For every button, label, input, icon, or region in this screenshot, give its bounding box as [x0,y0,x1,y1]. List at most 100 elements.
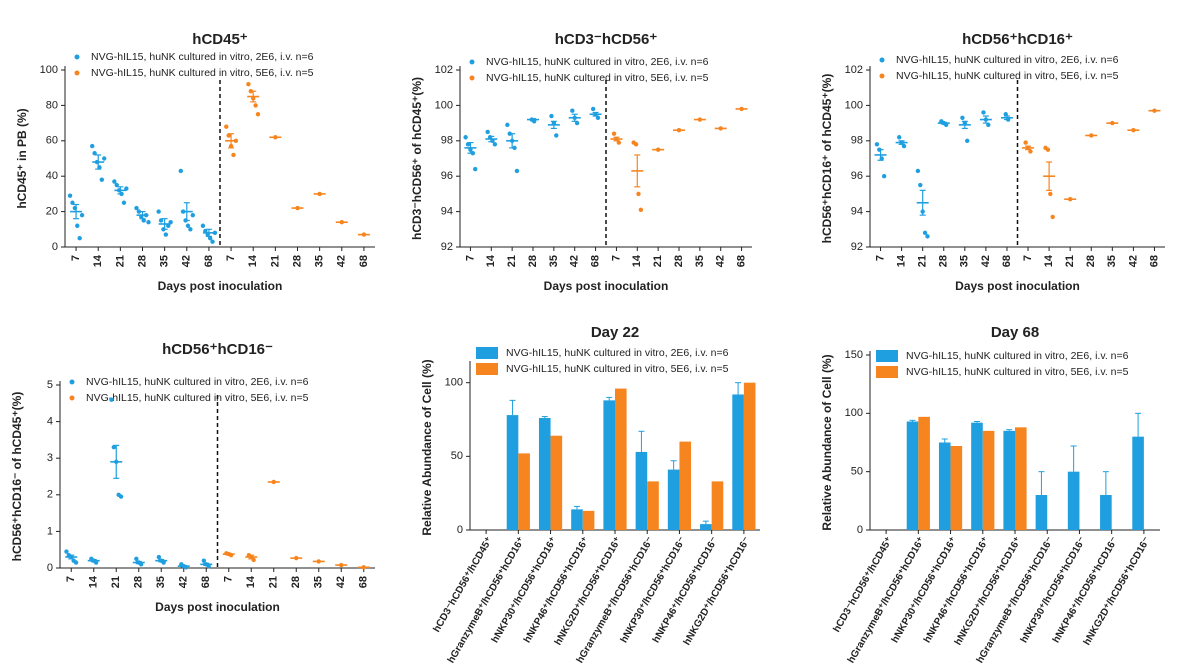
x-tick-label: 7 [610,255,622,261]
x-tick-label: 68 [735,255,747,267]
data-point [492,142,498,147]
x-tick-label: 68 [589,255,601,267]
data-point [118,494,124,499]
data-point [549,113,554,119]
y-tick-label: 80 [46,99,58,111]
data-point [200,223,206,228]
x-tick-label: hNKP46⁺/hCD56⁺hCD16⁺ [922,535,992,645]
bar [982,430,995,530]
legend-label: NVG-hIL15, huNK cultured in vitro, 5E6, … [906,366,1129,378]
data-point [112,179,117,184]
y-axis-label: hCD3⁻hCD56⁺ of hCD45⁺(%) [410,77,424,240]
data-point [570,108,575,113]
x-tick-label: 68 [200,576,212,588]
data-point [636,191,641,197]
x-tick-label: 68 [358,576,370,588]
x-tick-label: 42 [178,576,190,588]
y-tick-label: 102 [435,64,453,76]
bar [918,416,930,530]
y-tick-label: 60 [46,135,58,147]
data-point [156,209,161,214]
x-tick-label: hNKG2D⁺/hCD56⁺hCD16⁻ [682,535,753,647]
data-point [616,140,622,145]
y-tick-label: 50 [451,450,463,462]
data-point [986,122,991,128]
bar [743,382,756,530]
legend-marker [74,70,80,76]
data-point [109,397,114,402]
x-tick-label: 14 [92,254,104,267]
data-point [231,152,236,158]
data-point [134,205,139,211]
y-tick-label: 0 [52,241,58,253]
legend-label: NVG-hIL15, huNK cultured in vitro, 5E6, … [486,72,709,84]
data-point [505,122,510,128]
y-tick-label: 40 [46,170,58,182]
x-tick-label: 68 [358,255,370,267]
data-point [901,143,907,149]
bar [711,481,724,530]
x-tick-label: 21 [1064,255,1076,267]
x-tick-label: 14 [1043,254,1055,267]
data-point [102,156,107,161]
x-tick-label: 14 [485,254,497,267]
legend-swatch [876,366,898,378]
data-point [1023,140,1028,145]
data-point [158,218,164,223]
x-tick-label: 35 [548,255,560,267]
y-tick-label: 96 [851,170,863,182]
x-tick-label: 14 [88,575,100,588]
data-point [99,177,105,182]
legend-label: NVG-hIL15, huNK cultured in vitro, 2E6, … [486,56,709,68]
x-tick-label: 28 [673,255,685,267]
data-point [92,150,97,156]
y-axis-label: hCD45⁺ in PB (%) [15,108,29,208]
x-tick-label: 7 [464,255,476,261]
data-point [178,168,183,174]
bar [582,510,595,530]
data-point [185,223,191,228]
x-tick-label: 35 [155,576,167,588]
bar [1067,471,1080,530]
x-tick-label: 42 [181,255,193,267]
legend-marker [69,379,75,385]
y-axis-label: Relative Abundance of Cell (%) [820,354,834,530]
x-tick-label: 35 [1106,255,1118,267]
y-tick-label: 0 [857,524,863,536]
x-tick-label: 35 [694,255,706,267]
legend-marker [879,73,885,79]
legend-marker [469,75,475,81]
y-axis-label: hCD56⁺hCD16⁺ of hCD45⁺(%) [820,74,834,244]
data-point [1003,112,1008,117]
data-point [918,182,923,188]
y-tick-label: 2 [47,489,53,501]
data-point [156,554,162,560]
x-tick-label: 35 [159,255,171,267]
y-tick-label: 100 [845,407,863,419]
x-tick-label: 35 [314,255,326,267]
data-point [1045,147,1051,152]
x-tick-label: 21 [268,576,280,588]
x-axis-label: Days post inoculation [544,279,669,293]
bar [635,451,648,530]
legend-marker [69,395,75,401]
data-point [960,115,965,120]
data-point [965,138,970,143]
x-tick-label: 21 [917,255,929,267]
legend-label: NVG-hIL15, huNK cultured in vitro, 2E6, … [896,54,1119,66]
bar [1015,427,1027,530]
data-point [253,103,258,108]
data-point [75,223,80,228]
x-tick-label: 14 [631,254,643,267]
y-tick-label: 0 [47,562,53,574]
data-point [485,129,490,135]
bar [950,446,963,530]
x-tick-label: 28 [290,576,302,588]
data-point [224,124,229,129]
data-point [121,200,127,205]
bar [971,422,983,530]
x-tick-label: 7 [223,576,235,582]
x-tick-label: 21 [114,255,126,267]
x-tick-label: 42 [980,255,992,267]
